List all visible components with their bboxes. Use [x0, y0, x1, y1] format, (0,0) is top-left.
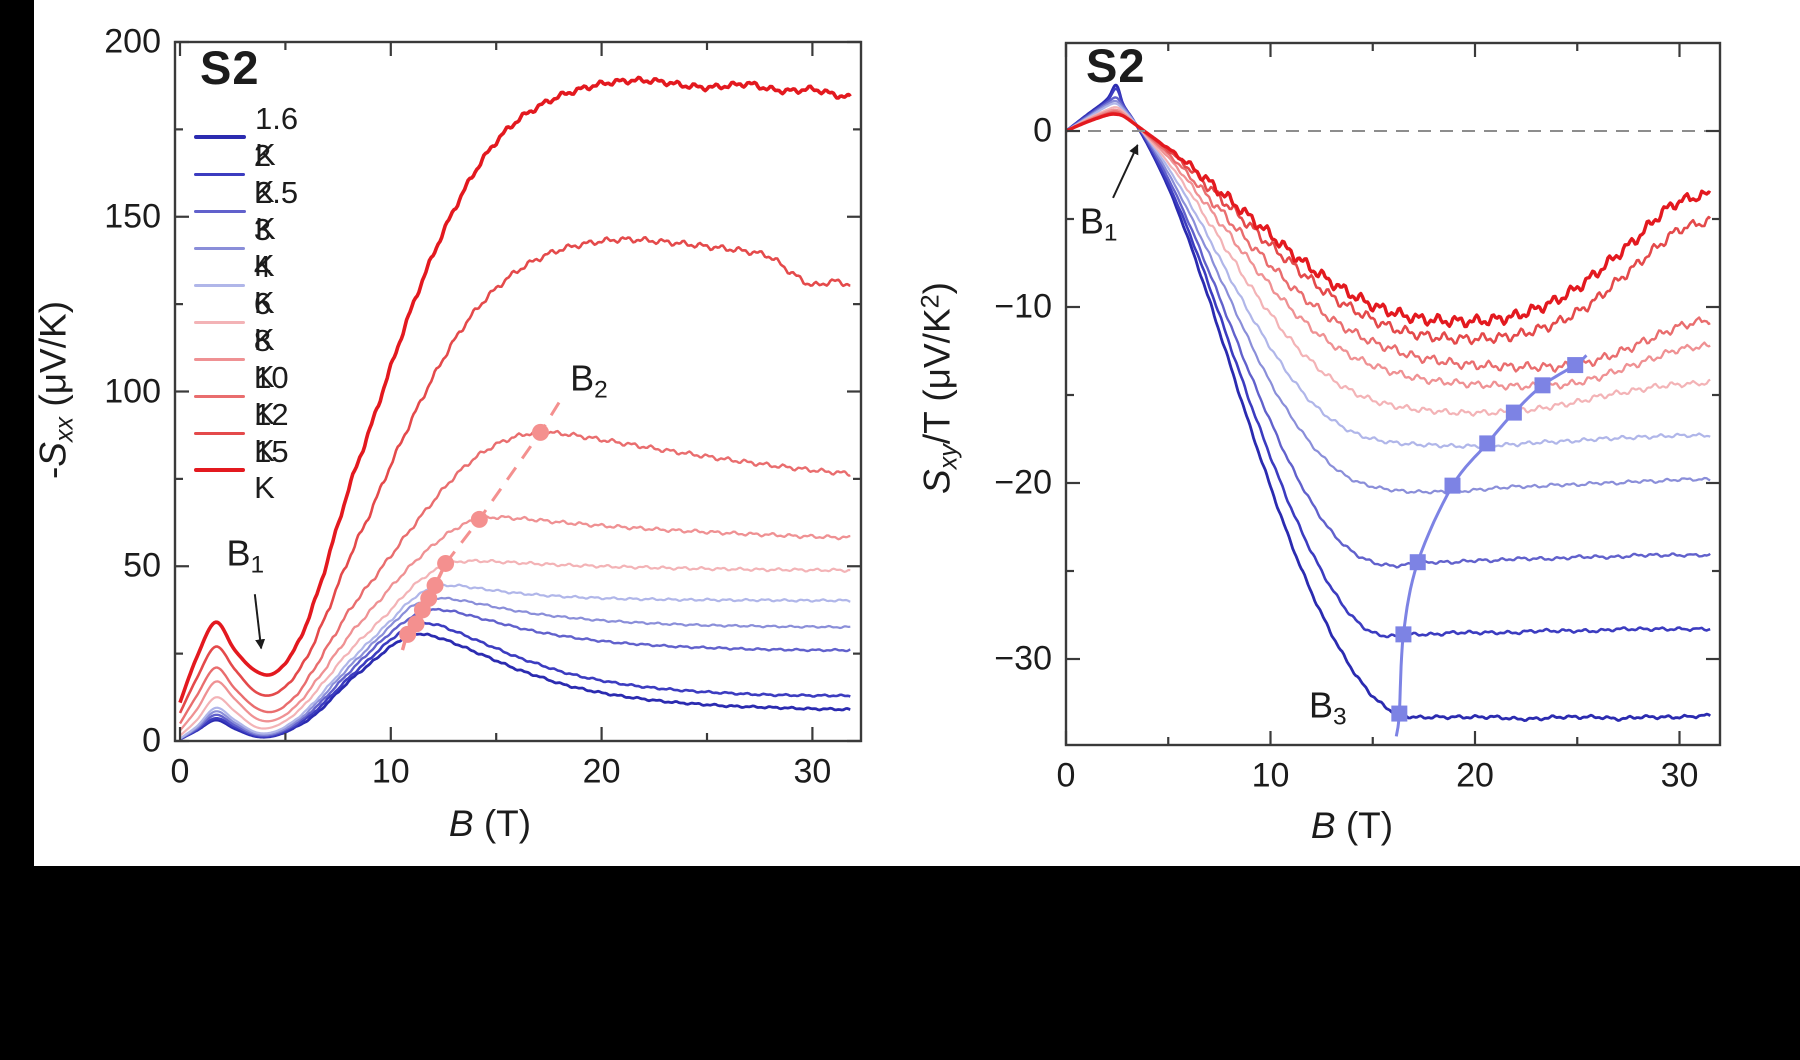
legend-label: 6 K: [253, 286, 275, 357]
legend-swatch: [194, 246, 245, 250]
y-tick-label: −10: [994, 287, 1052, 326]
sample-label-left: S2: [200, 41, 260, 94]
legend-swatch: [194, 283, 245, 287]
curve-2K: [179, 621, 851, 741]
b2-marker-circle: [420, 589, 438, 607]
legend-label: 10 K: [254, 360, 289, 431]
annotation-b3-right: B3: [1308, 684, 1347, 731]
legend-swatch: [194, 135, 247, 139]
y-tick-label: 50: [123, 546, 161, 585]
b2-marker-circle: [437, 554, 455, 572]
legend-swatch: [194, 209, 247, 213]
b3-marker-square: [1534, 377, 1551, 394]
curve-6K: [179, 558, 851, 737]
curve-15K: [178, 75, 852, 704]
x-tick-label: 20: [1456, 756, 1494, 795]
legend-item-2K: 2 K: [194, 138, 290, 209]
y-axis-title-left: -Sxx (μV/K): [32, 300, 79, 480]
x-tick-label: 20: [582, 752, 621, 791]
legend-item-25K: 2.5 K: [194, 175, 312, 246]
legend-item-15K: 15 K: [194, 434, 303, 505]
x-axis-title-right: B (T): [1310, 805, 1394, 846]
legend-label: 2.5 K: [255, 175, 299, 246]
curve-10K: [178, 429, 851, 725]
y-tick-label: 100: [104, 372, 161, 410]
curve-2K: [1066, 87, 1711, 639]
legend-item-4K: 4 K: [194, 249, 290, 320]
legend-item-6K: 6 K: [194, 286, 290, 357]
curve-25K: [1066, 96, 1711, 569]
b3-marker-square: [1395, 626, 1412, 643]
b2-marker-circle: [426, 576, 444, 594]
x-tick-label: 10: [1251, 756, 1290, 795]
curve-25K: [179, 607, 851, 740]
legend-item-16K: 1.6 K: [194, 101, 312, 172]
legend-item-3K: 3 K: [194, 212, 290, 283]
legend-label: 8 K: [253, 323, 275, 394]
legend-label: 2 K: [253, 138, 275, 209]
x-axis-title-left: B (T): [448, 803, 532, 844]
legend-item-10K: 10 K: [194, 360, 303, 431]
b3-marker-square: [1409, 554, 1426, 571]
y-axis-title-right: Sxy/T (μV/K2): [916, 282, 963, 494]
legend-label: 12 K: [254, 397, 289, 468]
curve-6K: [1066, 106, 1711, 417]
x-tick-label: 10: [371, 752, 410, 791]
b3-marker-square: [1505, 404, 1522, 421]
legend-swatch: [194, 357, 245, 361]
b3-marker-square: [1479, 435, 1496, 452]
legend-swatch: [194, 468, 246, 472]
b3-marker-square: [1567, 357, 1584, 374]
b2-marker-circle: [531, 423, 549, 441]
curve-4K: [179, 583, 851, 740]
chart-canvas: [173, 40, 1722, 747]
b2-marker-circle: [407, 615, 425, 633]
y-tick-label: 150: [104, 197, 161, 236]
legend-label: 15 K: [254, 434, 289, 505]
legend-label: 4 K: [253, 249, 275, 320]
legend-label: 3 K: [253, 212, 275, 283]
legend-item-8K: 8 K: [194, 323, 290, 394]
annotation-arrow: [1112, 144, 1139, 199]
y-tick-label: −20: [994, 463, 1052, 502]
curve-8K: [179, 514, 851, 732]
legend-swatch: [194, 431, 246, 435]
b2-marker-circle: [470, 510, 488, 528]
annotation-b2-left: B2: [570, 357, 608, 404]
x-tick-label: 0: [170, 752, 190, 791]
y-tick-label: −30: [994, 639, 1052, 678]
x-tick-label: 30: [1660, 756, 1699, 795]
x-tick-label: 30: [793, 752, 832, 791]
y-tick-label: 0: [1033, 111, 1052, 150]
annotation-b1-left: B1: [226, 532, 265, 579]
annotation-arrow: [253, 594, 266, 650]
b3-marker-square: [1444, 477, 1461, 494]
y-tick-label: 0: [142, 721, 161, 760]
annotation-b1-right: B1: [1079, 200, 1118, 247]
legend-swatch: [194, 320, 245, 324]
legend-item-12K: 12 K: [194, 397, 303, 468]
y-tick-label: 200: [104, 22, 161, 61]
sample-label-right: S2: [1086, 39, 1146, 92]
x-tick-label: 0: [1056, 756, 1076, 795]
legend-label: 1.6 K: [255, 101, 299, 172]
curve-12K: [178, 236, 851, 714]
b3-marker-square: [1391, 705, 1408, 722]
curve-15K: [1066, 112, 1712, 329]
curve-3K: [179, 596, 851, 740]
legend-swatch: [194, 394, 246, 398]
legend-swatch: [194, 172, 245, 176]
